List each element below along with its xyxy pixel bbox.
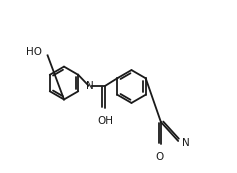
Text: N: N [182,138,190,148]
Text: OH: OH [97,116,114,126]
Text: O: O [155,152,163,162]
Text: HO: HO [26,47,42,57]
Text: N: N [86,81,94,91]
